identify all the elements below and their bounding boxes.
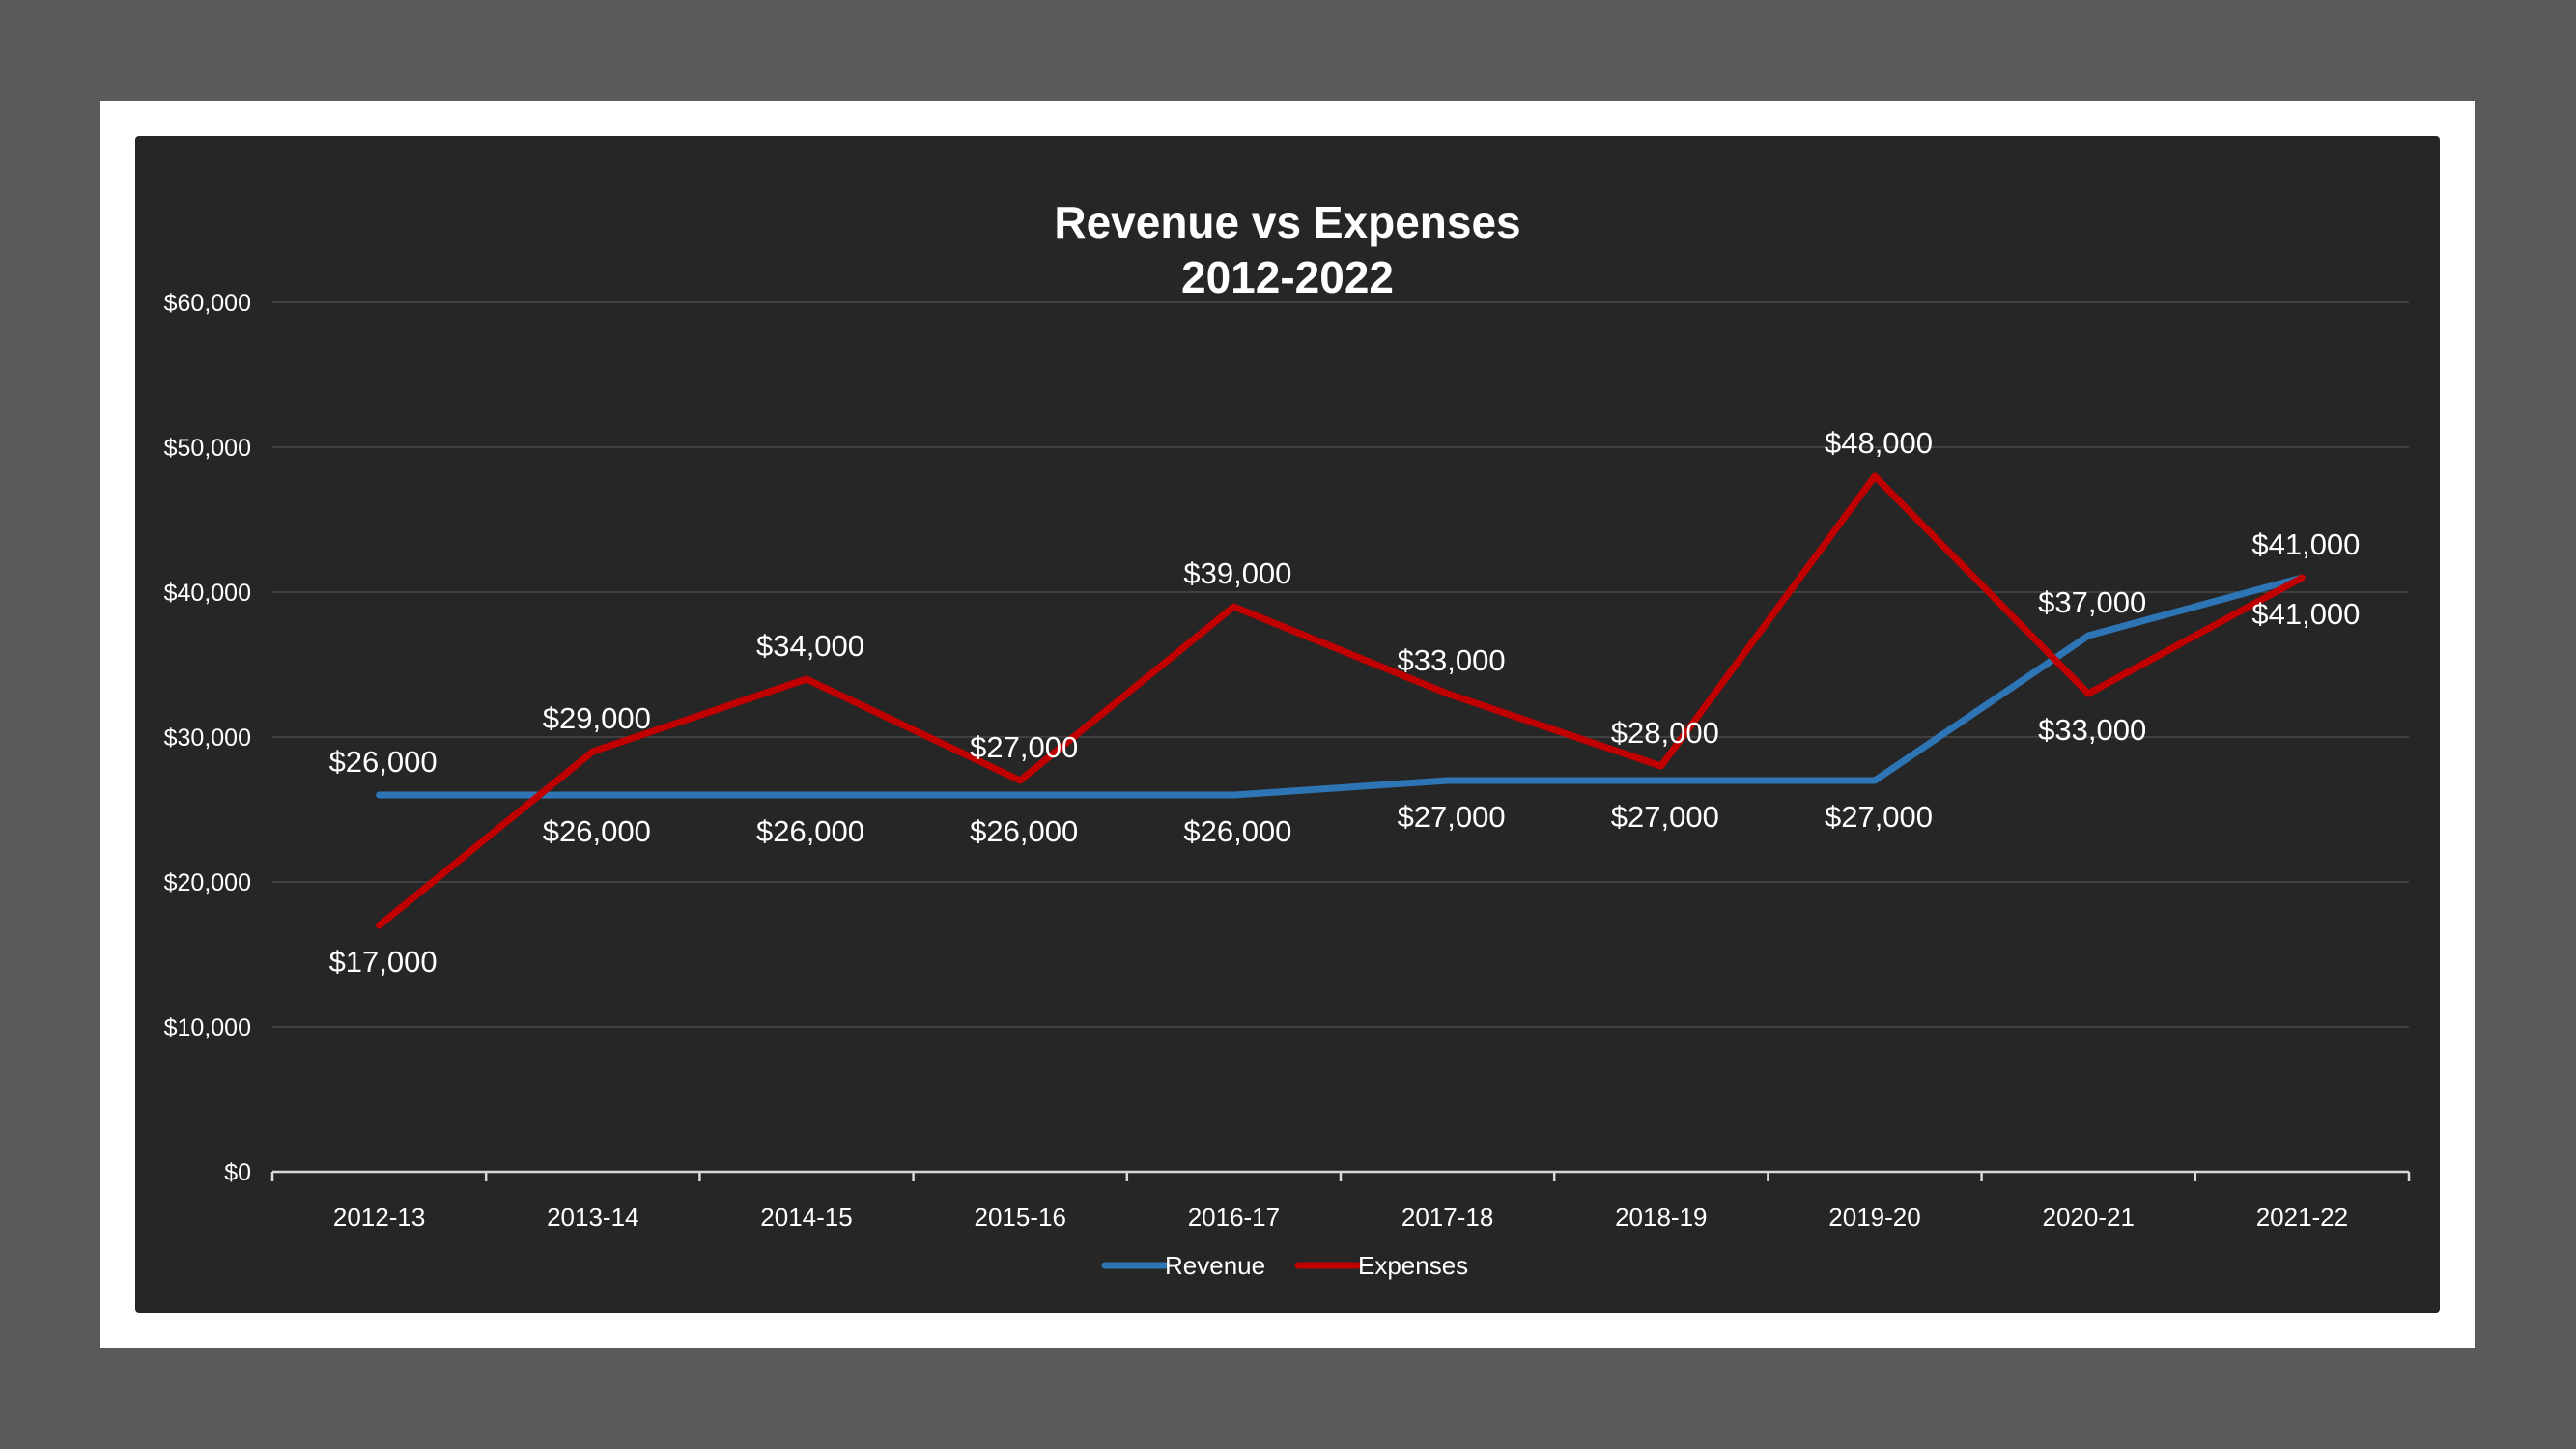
data-label-expenses: $39,000 [1183, 556, 1291, 590]
x-tick-label: 2014-15 [760, 1203, 852, 1232]
data-label-revenue: $27,000 [1825, 800, 1933, 834]
line-chart: Revenue vs Expenses 2012-2022 $0$10,000$… [164, 197, 2411, 1280]
data-label-expenses: $27,000 [970, 730, 1078, 764]
data-label-revenue: $37,000 [2038, 585, 2146, 619]
chart-frame: Revenue vs Expenses 2012-2022 $0 $10,000 $… [100, 101, 2475, 1348]
series-lines [376, 472, 2306, 929]
x-axis: 2012-13 2013-14 2014-15 2015-16 2016-17 2017-… [270, 1170, 2411, 1232]
gridlines [272, 301, 2409, 1028]
series-line-revenue [376, 574, 2306, 799]
chart-area: Revenue vs Expenses 2012-2022 $0 $10,000 $… [135, 136, 2440, 1313]
data-label-expenses: $41,000 [2251, 597, 2360, 631]
data-label-expenses: $34,000 [756, 629, 864, 663]
legend-label-revenue: Revenue [1165, 1251, 1265, 1280]
chart-subtitle: 2012-2022 [1181, 252, 1394, 302]
y-tick-label: $30,000 [164, 724, 251, 752]
y-tick-label: $40,000 [164, 580, 251, 607]
x-tick-label: 2015-16 [974, 1203, 1065, 1232]
x-tick-label: 2017-18 [1401, 1203, 1493, 1232]
x-tick-label: 2018-19 [1615, 1203, 1707, 1232]
chart-title: Revenue vs Expenses [1054, 197, 1520, 247]
data-label-revenue: $27,000 [1611, 800, 1719, 834]
data-label-revenue: $26,000 [1183, 814, 1291, 848]
data-labels: $26,000 $17,000 $26,000 $29,000 $26,000 $34,0… [329, 426, 2361, 979]
x-tick-label: 2019-20 [1828, 1203, 1920, 1232]
data-label-revenue: $26,000 [756, 814, 864, 848]
data-label-expenses: $29,000 [543, 701, 651, 735]
legend: Revenue Expenses [1101, 1251, 1468, 1280]
y-tick-label: $50,000 [164, 435, 251, 462]
data-label-revenue: $26,000 [329, 745, 438, 779]
data-label-expenses: $33,000 [1398, 643, 1506, 677]
x-tick-label: 2021-22 [2256, 1203, 2348, 1232]
x-tick-label: 2012-13 [333, 1203, 425, 1232]
legend-label-expenses: Expenses [1358, 1251, 1468, 1280]
x-tick-label: 2020-21 [2042, 1203, 2134, 1232]
data-label-revenue: $26,000 [970, 814, 1078, 848]
data-label-expenses: $48,000 [1825, 426, 1933, 460]
x-tick-label: 2016-17 [1188, 1203, 1280, 1232]
y-tick-label: $60,000 [164, 290, 251, 317]
y-tick-label: $0 [224, 1159, 251, 1186]
y-axis: $0 $10,000 $20,000 $30,000 $40,000 $50,000 $60… [164, 290, 251, 1186]
y-tick-label: $20,000 [164, 869, 251, 896]
data-label-revenue: $41,000 [2251, 527, 2360, 561]
data-label-revenue: $26,000 [543, 814, 651, 848]
x-tick-label: 2013-14 [547, 1203, 638, 1232]
data-label-expenses: $33,000 [2038, 713, 2146, 747]
data-label-expenses: $28,000 [1611, 716, 1719, 750]
data-label-revenue: $27,000 [1398, 800, 1506, 834]
series-line-expenses [376, 472, 2306, 929]
y-tick-label: $10,000 [164, 1014, 251, 1041]
data-label-expenses: $17,000 [329, 945, 438, 979]
